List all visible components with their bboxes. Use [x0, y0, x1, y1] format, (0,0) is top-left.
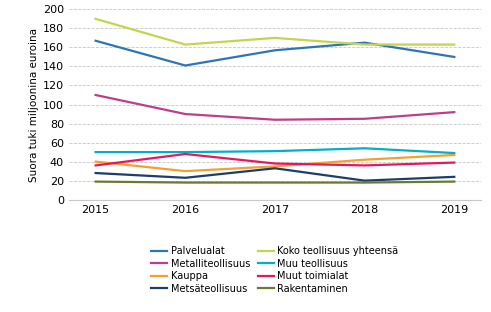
Rakentaminen — [93, 180, 99, 183]
Muu teollisuus — [93, 150, 99, 154]
Muut toimialat — [93, 163, 99, 167]
Line: Koko teollisuus yhteensä: Koko teollisuus yhteensä — [96, 19, 454, 45]
Koko teollisuus yhteensä — [93, 17, 99, 21]
Metalliteollisuus — [451, 110, 457, 114]
Muut toimialat — [451, 161, 457, 164]
Koko teollisuus yhteensä — [182, 43, 188, 46]
Line: Metalliteollisuus: Metalliteollisuus — [96, 95, 454, 120]
Metsäteollisuus — [362, 179, 368, 183]
Line: Muut toimialat: Muut toimialat — [96, 154, 454, 165]
Koko teollisuus yhteensä — [272, 36, 278, 40]
Muut toimialat — [362, 163, 368, 167]
Y-axis label: Suora tuki miljoonina euroina: Suora tuki miljoonina euroina — [28, 27, 39, 182]
Kauppa — [93, 160, 99, 163]
Line: Rakentaminen: Rakentaminen — [96, 182, 454, 183]
Palvelualat — [362, 41, 368, 45]
Rakentaminen — [272, 181, 278, 184]
Metsäteollisuus — [182, 176, 188, 180]
Koko teollisuus yhteensä — [451, 43, 457, 46]
Palvelualat — [93, 39, 99, 43]
Muu teollisuus — [362, 146, 368, 150]
Rakentaminen — [451, 180, 457, 183]
Kauppa — [362, 158, 368, 162]
Metsäteollisuus — [93, 171, 99, 175]
Palvelualat — [272, 48, 278, 52]
Line: Muu teollisuus: Muu teollisuus — [96, 148, 454, 153]
Muut toimialat — [182, 152, 188, 156]
Line: Kauppa: Kauppa — [96, 155, 454, 171]
Muu teollisuus — [451, 151, 457, 155]
Metalliteollisuus — [93, 93, 99, 97]
Muut toimialat — [272, 162, 278, 165]
Line: Metsäteollisuus: Metsäteollisuus — [96, 168, 454, 181]
Kauppa — [272, 164, 278, 168]
Kauppa — [182, 169, 188, 173]
Line: Palvelualat: Palvelualat — [96, 41, 454, 66]
Kauppa — [451, 153, 457, 157]
Muu teollisuus — [182, 150, 188, 154]
Rakentaminen — [362, 181, 368, 184]
Metalliteollisuus — [182, 112, 188, 116]
Koko teollisuus yhteensä — [362, 43, 368, 46]
Palvelualat — [451, 55, 457, 59]
Metsäteollisuus — [451, 175, 457, 179]
Legend: Palvelualat, Metalliteollisuus, Kauppa, Metsäteollisuus, Koko teollisuus yhteens: Palvelualat, Metalliteollisuus, Kauppa, … — [151, 246, 399, 294]
Rakentaminen — [182, 181, 188, 184]
Metalliteollisuus — [272, 118, 278, 122]
Metsäteollisuus — [272, 166, 278, 170]
Metalliteollisuus — [362, 117, 368, 121]
Palvelualat — [182, 64, 188, 67]
Muu teollisuus — [272, 149, 278, 153]
